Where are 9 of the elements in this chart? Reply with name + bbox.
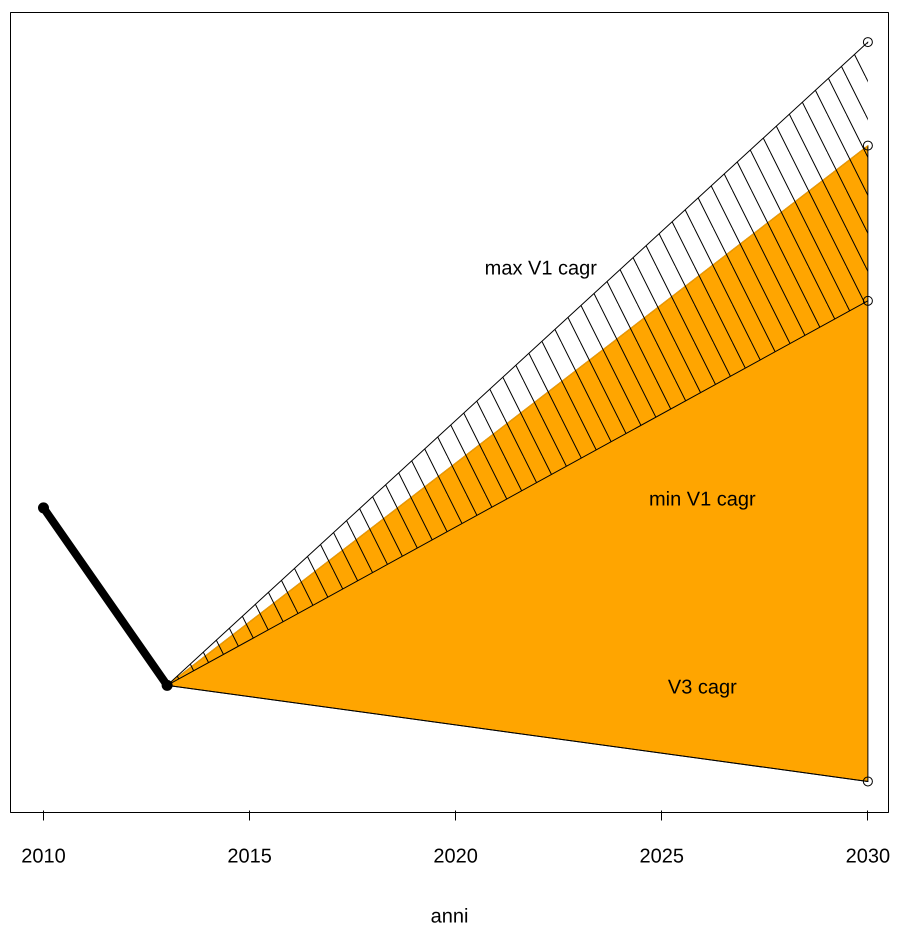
x-tick-label: 2030	[846, 846, 890, 868]
annotation: min V1 cagr	[649, 488, 756, 511]
x-tick-label: 2020	[433, 846, 478, 868]
x-tick-label: 2010	[21, 846, 66, 868]
x-tick-label: 2015	[227, 846, 272, 868]
x-tick-label: 2025	[640, 846, 684, 868]
x-axis-title: anni	[430, 906, 468, 928]
annotation: V3 cagr	[668, 676, 738, 699]
annotation: max V1 cagr	[484, 258, 598, 280]
